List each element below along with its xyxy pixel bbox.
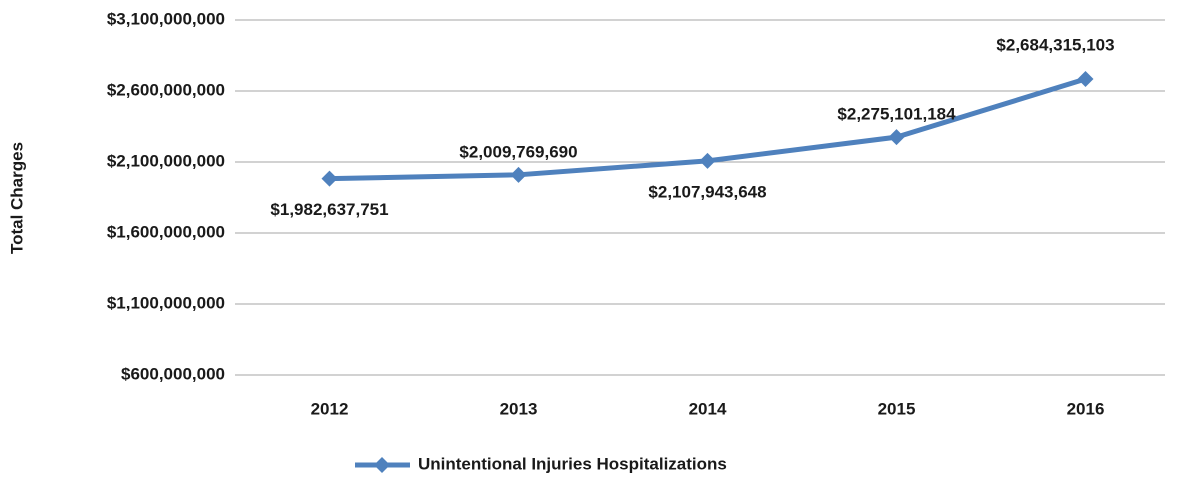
y-tick-label: $3,100,000,000 — [107, 9, 225, 28]
x-tick-label: 2015 — [878, 399, 916, 418]
legend-marker — [374, 457, 390, 473]
data-point — [510, 166, 527, 183]
data-point — [888, 129, 905, 146]
data-point — [699, 152, 716, 169]
data-point — [1077, 71, 1094, 88]
data-label: $2,107,943,648 — [648, 182, 766, 201]
x-tick-label: 2012 — [311, 399, 349, 418]
y-axis-label: Total Charges — [7, 142, 26, 254]
y-tick-label: $1,100,000,000 — [107, 293, 225, 312]
x-tick-label: 2016 — [1067, 399, 1105, 418]
y-tick-label: $600,000,000 — [121, 364, 225, 383]
y-tick-label: $1,600,000,000 — [107, 222, 225, 241]
data-point — [321, 170, 338, 187]
data-label: $2,009,769,690 — [459, 142, 577, 161]
x-tick-label: 2014 — [689, 399, 727, 418]
data-label: $2,684,315,103 — [996, 36, 1114, 55]
data-label: $1,982,637,751 — [270, 200, 388, 219]
y-tick-label: $2,600,000,000 — [107, 80, 225, 99]
legend-label: Unintentional Injuries Hospitalizations — [418, 454, 727, 473]
y-tick-label: $2,100,000,000 — [107, 151, 225, 170]
data-label: $2,275,101,184 — [837, 105, 956, 124]
x-tick-label: 2013 — [500, 399, 538, 418]
